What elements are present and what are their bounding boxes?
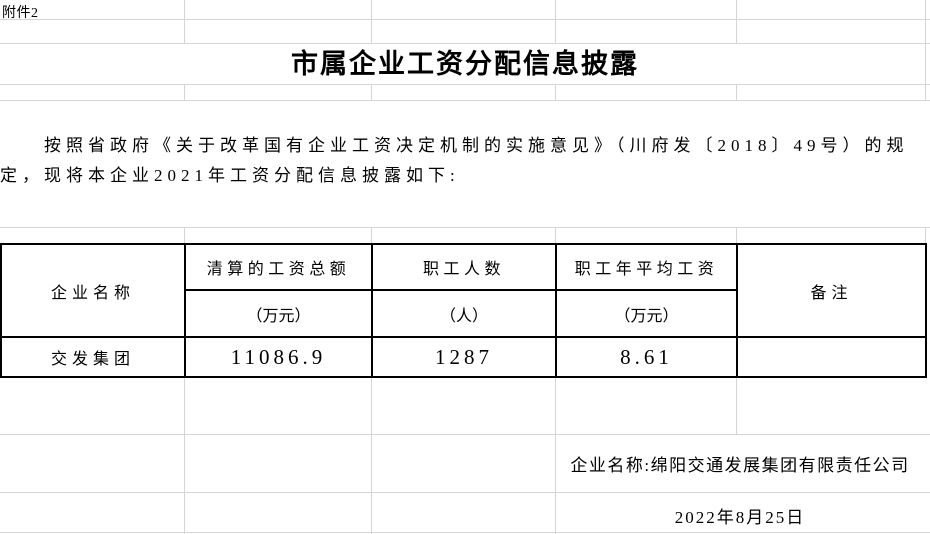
gridline-v: [736, 0, 737, 43]
cell-employee-count: 1287: [371, 336, 557, 378]
gridline-v: [371, 84, 372, 100]
gridline-v: [925, 227, 926, 244]
wage-table: 企业名称 清算的工资总额 职工人数 职工年平均工资 备注 （万元） （人） （万…: [0, 243, 927, 378]
gridline-v: [736, 227, 737, 244]
gridline-h: [0, 434, 930, 435]
intro-line-2: 定，现将本企业2021年工资分配信息披露如下:: [0, 166, 460, 185]
header-avg-wage: 职工年平均工资: [555, 243, 738, 291]
gridline-v: [925, 0, 926, 100]
gridline-v: [184, 0, 185, 43]
cell-remarks: [736, 336, 927, 378]
gridline-h: [0, 227, 930, 228]
gridline-v: [555, 227, 556, 244]
gridline-h: [0, 19, 930, 20]
gridline-v: [555, 0, 556, 43]
gridline-h: [0, 84, 930, 85]
header-employee-count-unit: （人）: [371, 289, 557, 338]
table-row: 交发集团 11086.9 1287 8.61: [0, 336, 927, 378]
header-remarks: 备注: [736, 243, 927, 338]
gridline-h: [0, 532, 930, 533]
footer-date: 2022年8月25日: [674, 508, 806, 527]
intro-line-1: 按照省政府《关于改革国有企业工资决定机制的实施意见》（川府发〔2018〕49号）…: [44, 136, 909, 155]
page-title: 市属企业工资分配信息披露: [291, 49, 639, 79]
gridline-v: [184, 227, 185, 244]
gridline-v: [736, 377, 737, 434]
gridline-v: [184, 84, 185, 100]
gridline-v: [371, 0, 372, 43]
gridline-v: [555, 84, 556, 100]
header-employee-count: 职工人数: [371, 243, 557, 291]
gridline-v: [371, 227, 372, 244]
header-company-name: 企业名称: [0, 243, 186, 338]
header-total-wages-unit: （万元）: [184, 289, 373, 338]
footer-company-name: 企业名称:绵阳交通发展集团有限责任公司: [570, 455, 910, 475]
gridline-v: [184, 377, 185, 534]
gridline-h: [0, 100, 930, 101]
cell-company-name: 交发集团: [0, 336, 186, 378]
cell-avg-wage: 8.61: [555, 336, 738, 378]
gridline-h: [0, 43, 930, 44]
intro-paragraph: 按照省政府《关于改革国有企业工资决定机制的实施意见》（川府发〔2018〕49号）…: [0, 131, 930, 191]
gridline-h: [0, 492, 930, 493]
attachment-label: 附件2: [2, 6, 39, 21]
gridline-v: [736, 84, 737, 100]
gridline-v: [555, 377, 556, 534]
gridline-v: [371, 377, 372, 534]
header-avg-wage-unit: （万元）: [555, 289, 738, 338]
header-total-wages: 清算的工资总额: [184, 243, 373, 291]
cell-total-wages: 11086.9: [184, 336, 373, 378]
